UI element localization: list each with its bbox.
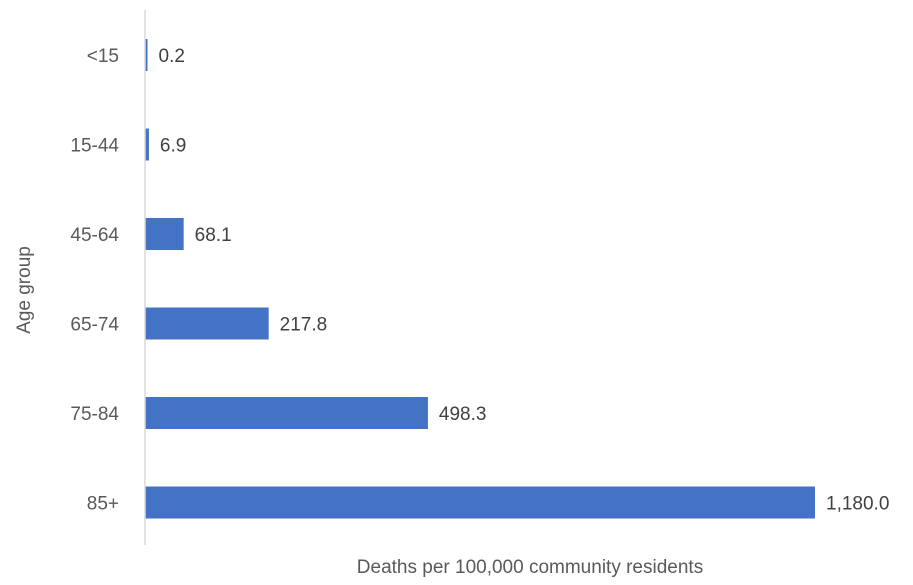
y-axis-title: Age group <box>14 246 35 334</box>
y-tick-label: 65-74 <box>70 315 119 336</box>
bar-75-84 <box>145 397 428 429</box>
data-label: 498.3 <box>439 404 487 425</box>
bar-45-64 <box>145 218 184 250</box>
y-tick-label: 15-44 <box>70 136 119 157</box>
y-tick-label: 45-64 <box>70 225 119 246</box>
bar-lt-15 <box>145 39 148 71</box>
y-tick-label: 75-84 <box>70 404 119 425</box>
x-axis-title: Deaths per 100,000 community residents <box>357 557 703 578</box>
bar-65-74 <box>145 307 269 340</box>
y-tick-label: 85+ <box>87 494 119 515</box>
y-tick-label: <15 <box>87 46 119 67</box>
data-label: 68.1 <box>195 225 232 246</box>
bars-layer <box>145 39 815 519</box>
data-label: 1,180.0 <box>826 494 889 515</box>
labels-layer: <15 0.2 15-44 6.9 45-64 68.1 65-74 217.8 75-84 49… <box>70 46 889 515</box>
data-label: 6.9 <box>160 136 186 157</box>
bar-85-plus <box>145 486 815 519</box>
data-label: 217.8 <box>280 315 328 336</box>
data-label: 0.2 <box>159 46 185 67</box>
bar-15-44 <box>145 128 149 161</box>
